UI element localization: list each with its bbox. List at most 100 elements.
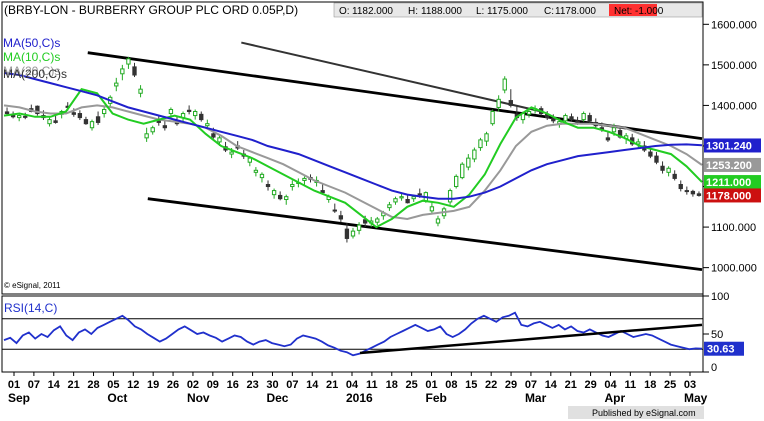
candle-body (168, 108, 174, 115)
date-tick-label: 16 (227, 379, 239, 391)
date-tick-label: 29 (505, 379, 517, 391)
candle-body (654, 155, 659, 163)
price-tick-label: 1100.000 (711, 222, 756, 234)
candle-body (502, 78, 507, 91)
candle-body (95, 116, 101, 123)
candle-body (581, 113, 586, 121)
candle-body (611, 127, 617, 133)
date-tick-label: 01 (8, 379, 20, 391)
date-tick-label: 14 (48, 379, 61, 391)
candle-body (526, 111, 532, 115)
date-tick-label: 25 (406, 379, 418, 391)
candle-body (253, 169, 259, 173)
ma-line-ma20 (3, 104, 703, 221)
date-tick-label: 02 (187, 379, 199, 391)
candle-body (356, 224, 362, 231)
candle-body (199, 113, 204, 121)
candle-body (156, 120, 161, 123)
legend-ma20: MA(20,C)s (3, 64, 60, 78)
rsi-title: RSI(14,C) (4, 301, 57, 315)
candle-body (138, 88, 143, 94)
candle-body (290, 184, 295, 188)
candle-body (83, 119, 89, 125)
candle-body (89, 121, 95, 129)
month-label: Feb (426, 391, 447, 405)
price-tag (704, 138, 761, 153)
net-value: -1.000 (635, 6, 664, 17)
candle-body (23, 115, 28, 118)
date-tick-label: 03 (684, 379, 696, 391)
low-label: L: (476, 6, 484, 17)
moving-average-lines (3, 72, 703, 229)
price-tag (704, 157, 761, 172)
candle-body (484, 133, 489, 142)
candle-body (284, 196, 289, 201)
rsi-line (3, 311, 703, 357)
price-tag (704, 175, 761, 190)
legend-ma200: MA(200,C)s (3, 67, 67, 81)
candle-body (114, 82, 119, 87)
candle-body (53, 120, 58, 123)
candle-body (696, 193, 702, 196)
candle-body (229, 151, 234, 155)
symbol-title: (BRBY-LON - BURBERRY GROUP PLC ORD 0.05P… (4, 3, 298, 17)
candle-body (375, 218, 380, 223)
date-tick-label: 25 (664, 379, 676, 391)
candle-body (672, 173, 677, 179)
rsi-plot: 30.63 (2, 311, 744, 357)
candle-body (490, 111, 495, 125)
candle-body (478, 139, 483, 149)
candle-body (417, 193, 422, 196)
price-tick-label: 1400.000 (711, 100, 757, 112)
month-label: 2016 (346, 391, 373, 405)
month-label: Oct (107, 391, 127, 405)
candle-body (35, 105, 40, 115)
price-tick-label: 1600.000 (711, 19, 757, 31)
rsi-tick-label: 50 (711, 329, 723, 341)
candle-body (454, 175, 459, 188)
candle-body (302, 177, 307, 181)
date-tick-label: 14 (545, 379, 558, 391)
close-value: 1178.000 (555, 6, 596, 17)
candles (4, 56, 702, 243)
date-tick-label: 04 (604, 379, 617, 391)
date-tick-label: 23 (246, 379, 258, 391)
legend-ma10: MA(10,C)s (3, 50, 60, 64)
price-tag-label: 1178.000 (706, 190, 751, 202)
open-label: O: (339, 6, 350, 17)
date-tick-label: 30 (266, 379, 278, 391)
candle-body (217, 137, 222, 143)
month-label: May (684, 391, 708, 405)
candle-body (690, 190, 696, 195)
published-text: Published by eSignal.com (592, 408, 696, 418)
candle-body (126, 58, 131, 65)
candle-body (575, 120, 580, 123)
rsi-axis: 0 50 100 (703, 291, 729, 374)
candle-body (636, 141, 641, 145)
date-tick-label: 26 (167, 379, 179, 391)
open-value: 1182.000 (352, 6, 393, 17)
candle-body (563, 115, 568, 122)
candle-body (338, 215, 344, 220)
month-label: Dec (266, 391, 288, 405)
candle-body (399, 196, 404, 199)
date-tick-label: 28 (87, 379, 99, 391)
net-badge (609, 4, 657, 16)
date-tick-label: 07 (28, 379, 40, 391)
month-label: Mar (525, 391, 547, 405)
high-label: H: (408, 6, 418, 17)
rsi-trendline (359, 323, 703, 355)
candle-body (17, 115, 22, 119)
trendline (147, 197, 703, 272)
date-tick-label: 11 (366, 379, 378, 391)
date-tick-label: 12 (127, 379, 139, 391)
candle-body (551, 117, 556, 122)
date-tick-label: 19 (147, 379, 159, 391)
price-panel (1, 1, 704, 295)
published-box (568, 406, 704, 419)
high-value: 1188.000 (421, 6, 462, 17)
candle-body (678, 184, 683, 190)
